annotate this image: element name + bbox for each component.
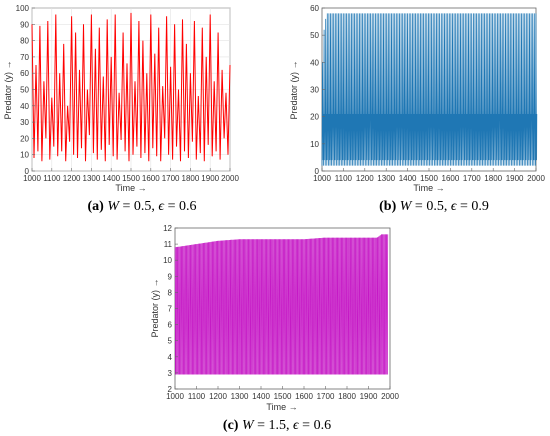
x-tick-label: 1200 (209, 392, 227, 401)
y-tick-label: 30 (310, 86, 319, 95)
y-tick-label: 4 (168, 353, 173, 362)
x-tick-label: 1300 (231, 392, 249, 401)
x-tick-label: 1000 (166, 392, 184, 401)
y-tick-label: 0 (315, 167, 320, 176)
y-tick-label: 9 (168, 272, 173, 281)
y-axis-label-c: Predator (y) → (150, 278, 160, 337)
x-axis-label-c: Time → (266, 402, 297, 412)
x-tick-label: 1700 (317, 392, 335, 401)
x-tick-label: 1800 (338, 392, 356, 401)
y-tick-label: 11 (164, 240, 173, 249)
y-ticks-a: 0 10 20 30 40 50 60 70 80 90 100 (16, 4, 35, 176)
x-tick-label: 1100 (335, 174, 353, 183)
x-tick-label: 1300 (83, 174, 101, 183)
x-tick-label: 2000 (381, 392, 399, 401)
panel-a: 1000 1100 1200 1300 1400 1500 1600 1700 1800 1900… (3, 4, 239, 214)
y-ticks-c: 2 3 4 5 6 7 8 9 10 11 12 (163, 224, 178, 394)
panel-b: 1000 1100 1200 1300 1400 1500 1600 1700 1800 1900… (289, 4, 545, 214)
x-tick-label: 2000 (527, 174, 545, 183)
y-tick-label: 12 (163, 224, 172, 233)
x-tick-label: 1500 (122, 174, 140, 183)
x-tick-label: 1200 (356, 174, 374, 183)
y-tick-label: 5 (168, 337, 173, 346)
x-ticks-a: 1000 1100 1200 1300 1400 1500 1600 1700 1800 1900… (23, 168, 239, 183)
x-tick-label: 1700 (162, 174, 180, 183)
x-tick-label: 1100 (188, 392, 206, 401)
x-tick-label: 1600 (142, 174, 160, 183)
series-line-a (31, 12, 231, 162)
x-tick-label: 1700 (463, 174, 481, 183)
x-tick-label: 1400 (399, 174, 417, 183)
caption-c: (c) W = 1.5, ϵ = 0.6 (223, 418, 331, 433)
x-tick-label: 1400 (102, 174, 120, 183)
y-ticks-b: 0 10 20 30 40 50 60 (310, 4, 325, 176)
x-tick-label: 1000 (313, 174, 331, 183)
y-tick-label: 60 (310, 4, 319, 13)
y-tick-label: 0 (25, 167, 30, 176)
x-tick-label: 1900 (360, 392, 378, 401)
x-ticks-c: 1000 1100 1200 1300 1400 1500 1600 1700 1800 1900… (166, 386, 399, 401)
y-tick-label: 50 (310, 31, 319, 40)
x-tick-label: 1300 (377, 174, 395, 183)
x-axis-label-b: Time → (413, 183, 444, 193)
y-tick-label: 7 (168, 305, 173, 314)
y-tick-label: 50 (20, 86, 29, 95)
y-tick-label: 40 (310, 58, 319, 67)
x-tick-label: 1500 (274, 392, 292, 401)
y-tick-label: 10 (163, 256, 172, 265)
y-axis-label-a: Predator (y) → (3, 60, 13, 119)
x-tick-label: 1800 (484, 174, 502, 183)
y-tick-label: 6 (168, 321, 173, 330)
series-b (321, 13, 538, 166)
x-tick-label: 1900 (506, 174, 524, 183)
x-tick-label: 1600 (442, 174, 460, 183)
y-tick-label: 3 (168, 369, 173, 378)
y-tick-label: 2 (168, 385, 173, 394)
x-tick-label: 1200 (63, 174, 81, 183)
y-tick-label: 20 (310, 113, 319, 122)
y-tick-label: 30 (20, 118, 29, 127)
x-axis-label-a: Time → (115, 183, 146, 193)
y-tick-label: 8 (168, 288, 173, 297)
x-tick-label: 1000 (23, 174, 41, 183)
y-tick-label: 70 (20, 53, 29, 62)
series-a (31, 12, 231, 162)
y-tick-label: 10 (20, 151, 29, 160)
x-tick-label: 1800 (182, 174, 200, 183)
x-ticks-b: 1000 1100 1200 1300 1400 1500 1600 1700 1800 1900… (313, 168, 545, 183)
series-c (174, 234, 389, 375)
y-axis-label-b: Predator (y) → (289, 60, 299, 119)
x-tick-label: 1900 (201, 174, 219, 183)
x-tick-label: 1600 (295, 392, 313, 401)
x-tick-label: 1500 (420, 174, 438, 183)
y-tick-label: 80 (20, 37, 29, 46)
x-tick-label: 2000 (221, 174, 239, 183)
y-tick-label: 20 (20, 134, 29, 143)
y-tick-label: 60 (20, 69, 29, 78)
x-tick-label: 1100 (43, 174, 61, 183)
y-tick-label: 90 (20, 20, 29, 29)
series-line-b (321, 13, 538, 166)
y-tick-label: 40 (20, 102, 29, 111)
y-tick-label: 100 (16, 4, 30, 13)
series-line-c (174, 234, 389, 375)
x-tick-label: 1400 (252, 392, 270, 401)
caption-a: (a) W = 0.5, ϵ = 0.6 (88, 199, 197, 214)
panel-c: 1000 1100 1200 1300 1400 1500 1600 1700 1800 1900… (150, 224, 399, 433)
caption-b: (b) W = 0.5, ϵ = 0.9 (379, 199, 489, 214)
y-tick-label: 10 (310, 140, 319, 149)
